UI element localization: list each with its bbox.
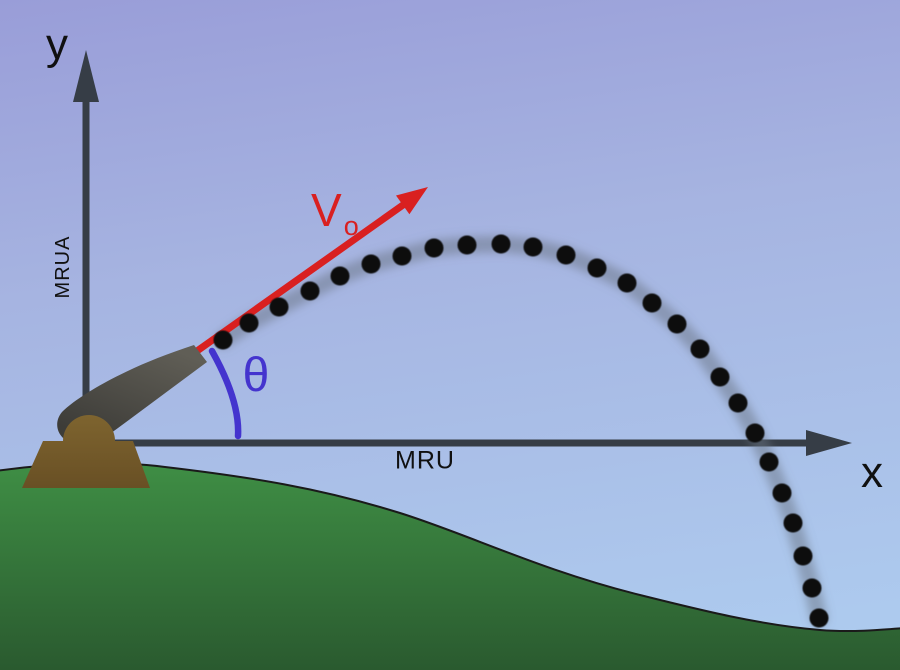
y-axis-motion-label: MRUA — [52, 235, 74, 299]
trajectory-dot — [424, 238, 444, 258]
initial-velocity-arrow — [193, 187, 428, 355]
trajectory-dot — [710, 367, 730, 387]
trajectory-dot — [587, 258, 607, 278]
velocity-arrow-line — [193, 201, 407, 355]
x-axis-label: x — [861, 448, 883, 497]
trajectory-dot — [523, 237, 543, 257]
trajectory-dot — [300, 281, 320, 301]
trajectory-dot — [213, 330, 233, 350]
x-axis-motion-label: MRU — [395, 446, 455, 475]
trajectory-dot — [667, 314, 687, 334]
x-axis-arrowhead-icon — [806, 430, 852, 456]
trajectory-dot — [491, 234, 511, 254]
trajectory-dot — [556, 245, 576, 265]
trajectory-dot — [793, 546, 813, 566]
trajectory-dot — [772, 483, 792, 503]
trajectory-dot — [361, 254, 381, 274]
y-axis-arrowhead-icon — [73, 50, 99, 102]
launch-angle-arc — [208, 347, 242, 440]
trajectory-dot — [617, 273, 637, 293]
trajectory-dot — [330, 266, 350, 286]
trajectory-dot — [759, 452, 779, 472]
cannon-base-mound — [22, 441, 150, 488]
velocity-symbol: V — [311, 184, 342, 236]
trajectory-dot — [457, 235, 477, 255]
trajectory-dot — [392, 246, 412, 266]
ground-hill — [0, 462, 900, 670]
trajectory-dot — [269, 297, 289, 317]
velocity-subscript: o — [343, 211, 359, 241]
launch-angle-label: θ — [242, 349, 270, 402]
y-axis-label: y — [46, 20, 68, 69]
x-axis — [86, 430, 852, 456]
trajectory-dot — [802, 578, 822, 598]
trajectory-dot — [745, 423, 765, 443]
cannon — [22, 345, 207, 488]
trajectory-dot — [809, 608, 829, 628]
y-axis — [73, 50, 99, 446]
initial-velocity-label: Vo — [311, 184, 359, 240]
trajectory-dot — [728, 393, 748, 413]
trajectory-dot — [690, 339, 710, 359]
trajectory-dots — [213, 234, 829, 628]
velocity-arrowhead-icon — [396, 187, 428, 215]
trajectory-dot — [642, 293, 662, 313]
trajectory-dot — [783, 513, 803, 533]
trajectory-dot — [239, 313, 259, 333]
